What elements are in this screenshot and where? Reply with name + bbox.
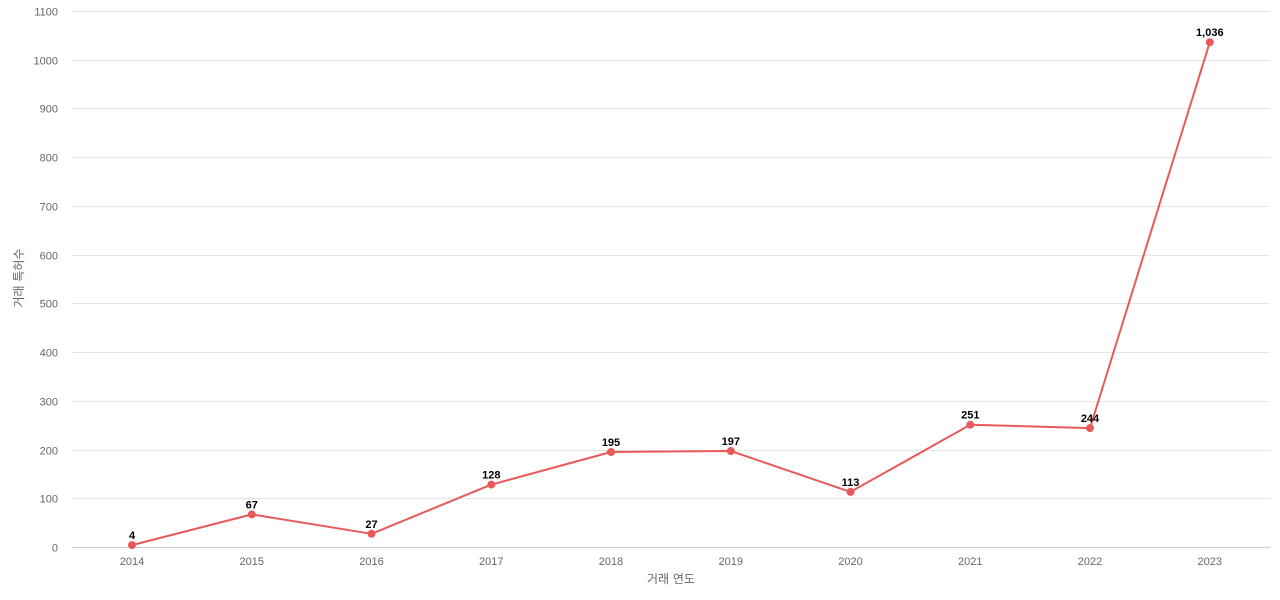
x-tick-label: 2016 <box>359 556 383 568</box>
x-tick-label: 2021 <box>958 556 982 568</box>
x-tick-label: 2020 <box>838 556 862 568</box>
y-axis-ticks: 0 100 200 300 400 500 600 700 800 900 1000 1100 <box>34 7 58 555</box>
data-label: 251 <box>961 410 979 422</box>
data-label: 27 <box>365 519 377 531</box>
y-axis-title: 거래 특허수 <box>12 248 26 307</box>
data-point <box>607 448 615 456</box>
data-point <box>247 510 256 519</box>
data-label: 67 <box>246 499 258 511</box>
x-tick-label: 2015 <box>240 556 264 568</box>
x-tick-label: 2023 <box>1198 556 1222 568</box>
data-label: 1,036 <box>1196 27 1224 39</box>
y-tick-label: 100 <box>40 494 58 506</box>
data-point <box>966 420 975 429</box>
data-label: 113 <box>842 477 860 489</box>
x-tick-label: 2014 <box>120 556 144 568</box>
x-tick-label: 2018 <box>599 556 623 568</box>
data-point <box>726 447 735 455</box>
series-line <box>131 41 1211 547</box>
data-label: 244 <box>1081 413 1100 425</box>
y-tick-label: 1000 <box>34 56 58 68</box>
y-tick-label: 0 <box>52 543 58 555</box>
y-tick-label: 800 <box>40 153 58 165</box>
data-label: 197 <box>722 436 740 448</box>
data-label: 195 <box>602 437 620 449</box>
y-tick-label: 600 <box>40 251 58 263</box>
y-tick-label: 700 <box>40 202 58 214</box>
data-point <box>128 541 136 550</box>
x-tick-label: 2022 <box>1078 556 1102 568</box>
y-tick-label: 900 <box>40 104 58 116</box>
data-point <box>487 480 496 489</box>
x-axis-ticks: 2014 2015 2016 2017 2018 2019 2020 2021 2022 2023 <box>120 556 1222 568</box>
y-tick-label: 500 <box>40 299 58 311</box>
data-point <box>367 529 376 538</box>
x-tick-label: 2017 <box>479 556 503 568</box>
data-point <box>1205 38 1214 47</box>
y-tick-label: 1100 <box>34 7 58 19</box>
y-tick-label: 400 <box>40 348 58 360</box>
data-point <box>1086 424 1094 433</box>
data-label: 128 <box>482 470 500 482</box>
data-label: 4 <box>129 530 136 542</box>
series-line-layer <box>128 38 1214 550</box>
data-point <box>846 487 855 496</box>
y-tick-label: 200 <box>40 446 58 458</box>
data-labels: 4 67 27 128 195 197 113 251 244 1,036 <box>129 27 1224 542</box>
y-tick-label: 300 <box>40 397 58 409</box>
x-axis-title: 거래 연도 <box>647 572 695 586</box>
gridlines <box>72 11 1270 548</box>
x-tick-label: 2019 <box>719 556 743 568</box>
